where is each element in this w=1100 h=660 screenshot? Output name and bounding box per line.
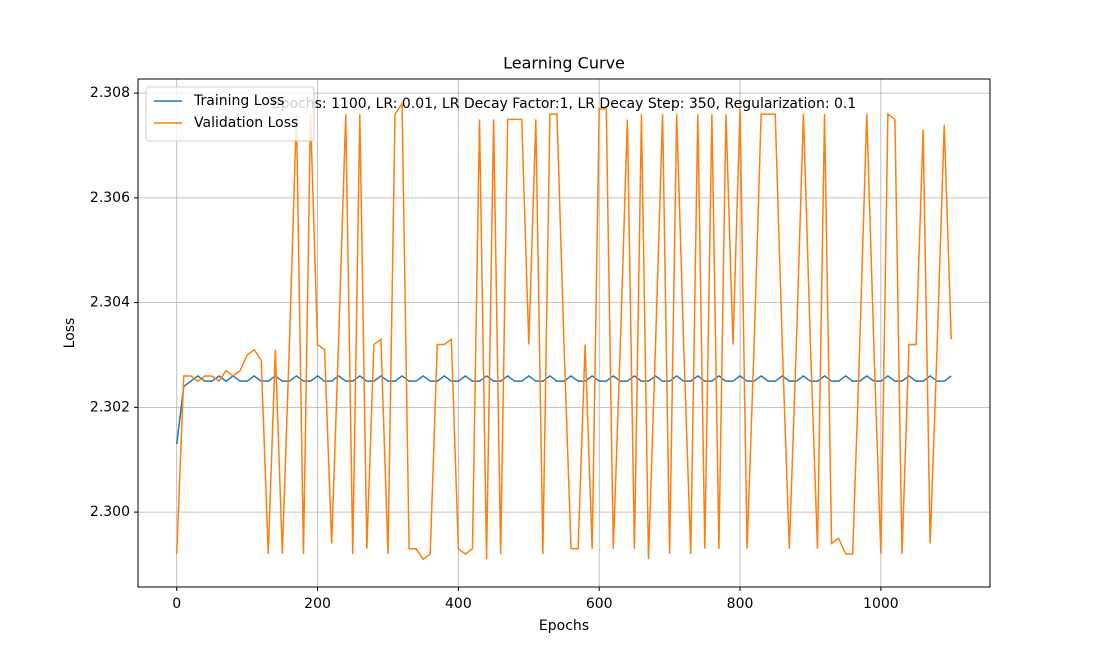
legend-label: Training Loss	[193, 93, 284, 109]
x-tick-label: 400	[445, 596, 472, 612]
x-tick-label: 800	[727, 596, 754, 612]
plot-frame	[137, 78, 991, 588]
x-tick-label: 200	[304, 596, 331, 612]
y-tick-label: 2.306	[90, 190, 130, 206]
series-line	[175, 101, 953, 561]
legend-box	[145, 86, 315, 142]
legend: Training Loss Validation Loss	[145, 86, 315, 142]
y-tick-label: 2.300	[90, 504, 130, 520]
x-tick-label: 600	[586, 596, 613, 612]
x-axis-label: Epochs	[539, 618, 589, 634]
x-tick-label: 1000	[863, 596, 899, 612]
y-tick-label: 2.304	[90, 295, 130, 311]
plot-lines	[175, 101, 953, 561]
annotation: Epochs: 1100, LR: 0.01, LR Decay Factor:…	[272, 96, 857, 112]
x-tick-label: 0	[172, 596, 181, 612]
chart-title: Learning Curve	[503, 54, 625, 73]
legend-label: Validation Loss	[194, 115, 298, 131]
y-tick-label: 2.302	[90, 399, 130, 415]
y-axis-label: Loss	[62, 318, 78, 349]
y-tick-label: 2.308	[90, 85, 130, 101]
